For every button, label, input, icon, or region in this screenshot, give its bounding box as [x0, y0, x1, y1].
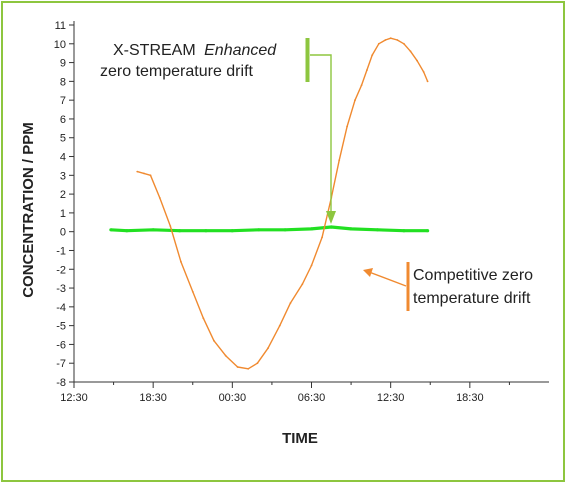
- data-point: [349, 227, 353, 231]
- x-tick-label: 12:30: [60, 392, 88, 404]
- annotation-x-stream: X-STREAM Enhanced zero temperature drift: [100, 38, 336, 224]
- x-axis-title: TIME: [282, 430, 318, 447]
- data-point: [257, 228, 261, 232]
- data-point: [329, 225, 333, 229]
- data-point: [191, 290, 194, 293]
- data-point: [180, 260, 182, 263]
- y-tick-label: -6: [56, 339, 66, 351]
- y-tick-label: 1: [60, 208, 66, 220]
- x-tick-label: 00:30: [219, 392, 247, 404]
- data-point: [256, 362, 259, 365]
- data-point: [151, 228, 155, 232]
- data-point: [321, 236, 323, 239]
- data-point: [422, 71, 425, 73]
- annotation-competitive-line1: Competitive zero: [413, 267, 533, 284]
- data-point: [213, 339, 215, 342]
- annotation-x-stream-arrowhead: [326, 211, 336, 224]
- data-point: [301, 283, 304, 286]
- data-point: [125, 229, 129, 233]
- data-point: [360, 84, 363, 86]
- data-point: [204, 229, 208, 233]
- data-point: [403, 42, 405, 45]
- annotation-x-stream-leader: [310, 54, 332, 218]
- data-point: [143, 172, 145, 175]
- data-point: [278, 324, 281, 327]
- data-point: [402, 229, 406, 233]
- data-point: [149, 174, 152, 177]
- y-tick-label: 3: [60, 170, 66, 182]
- x-tick-label: 12:30: [377, 392, 405, 404]
- y-tick-label: 11: [55, 20, 66, 32]
- data-point: [366, 69, 368, 71]
- data-point: [169, 225, 172, 227]
- y-tick-label: 2: [60, 189, 66, 201]
- annotation-x-stream-line2: zero temperature drift: [100, 63, 254, 80]
- series-line-0: [110, 225, 428, 233]
- y-tick-label: -2: [56, 264, 66, 276]
- y-tick-label: -1: [56, 245, 66, 257]
- data-point: [426, 80, 429, 83]
- y-tick-label: 8: [60, 76, 66, 88]
- data-point: [396, 39, 399, 41]
- x-tick-label: 06:30: [298, 392, 326, 404]
- annotation-x-stream-line1: X-STREAM Enhanced: [113, 42, 277, 59]
- series-line-1: [137, 37, 429, 370]
- data-point: [409, 50, 412, 53]
- data-point: [426, 229, 430, 233]
- y-tick-label: 0: [60, 227, 66, 239]
- data-point: [247, 367, 250, 370]
- y-tick-label: -3: [56, 283, 66, 295]
- data-point: [224, 354, 227, 357]
- y-tick-label: 5: [60, 133, 66, 145]
- y-tick-label: -7: [56, 358, 66, 370]
- y-tick-label: 4: [60, 152, 66, 164]
- data-point: [202, 317, 205, 319]
- data-point: [109, 228, 113, 232]
- x-tick-label: 18:30: [139, 392, 167, 404]
- data-point: [289, 302, 292, 304]
- data-point: [283, 228, 287, 232]
- data-point: [354, 99, 356, 102]
- y-tick-label: 7: [60, 95, 66, 107]
- y-tick-label: -5: [56, 321, 66, 333]
- annotation-x-stream-enhanced: Enhanced: [204, 42, 277, 59]
- data-point: [416, 59, 418, 62]
- data-point: [310, 264, 313, 267]
- data-point: [230, 229, 234, 233]
- annotation-x-stream-brand: X-STREAM: [113, 42, 196, 59]
- data-point: [377, 42, 380, 45]
- data-point: [384, 39, 387, 41]
- data-point: [236, 366, 239, 368]
- y-tick-label: 6: [60, 114, 66, 126]
- y-tick-label: -8: [56, 377, 66, 389]
- data-point: [136, 170, 139, 173]
- series-group: [109, 37, 430, 370]
- data-point: [338, 159, 341, 162]
- annotation-competitive-arrowhead: [363, 268, 373, 277]
- y-axis-title: CONCENTRATION / PPM: [20, 122, 37, 298]
- data-point: [346, 125, 348, 128]
- y-tick-label: -4: [56, 302, 66, 314]
- data-point: [309, 227, 314, 231]
- data-point: [375, 228, 380, 232]
- data-point: [158, 197, 161, 199]
- data-point: [267, 347, 269, 350]
- annotation-competitive-line2: temperature drift: [413, 290, 531, 307]
- x-tick-label: 18:30: [456, 392, 484, 404]
- data-point: [389, 37, 392, 40]
- annotation-competitive: Competitive zero temperature drift: [363, 262, 533, 311]
- y-tick-label: 10: [54, 39, 66, 51]
- y-tick-label: 9: [60, 58, 66, 70]
- data-point: [178, 229, 182, 233]
- annotation-competitive-leader: [368, 271, 407, 287]
- data-point: [371, 54, 374, 56]
